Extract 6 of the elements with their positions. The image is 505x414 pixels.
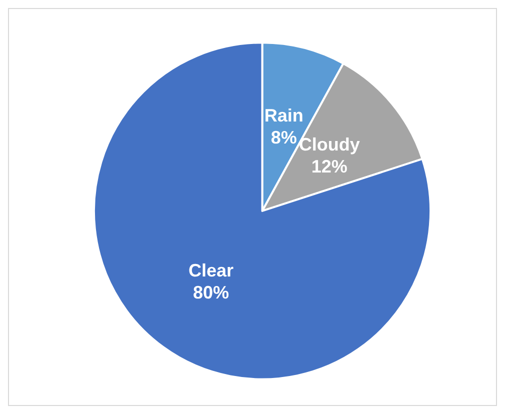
slice-label: Clear — [188, 260, 234, 280]
data-label: 80% — [193, 282, 230, 302]
data-label: 12% — [311, 156, 348, 176]
data-label: 8% — [270, 128, 297, 148]
slice-label: Rain — [264, 106, 304, 126]
slice-label: Cloudy — [298, 134, 360, 154]
